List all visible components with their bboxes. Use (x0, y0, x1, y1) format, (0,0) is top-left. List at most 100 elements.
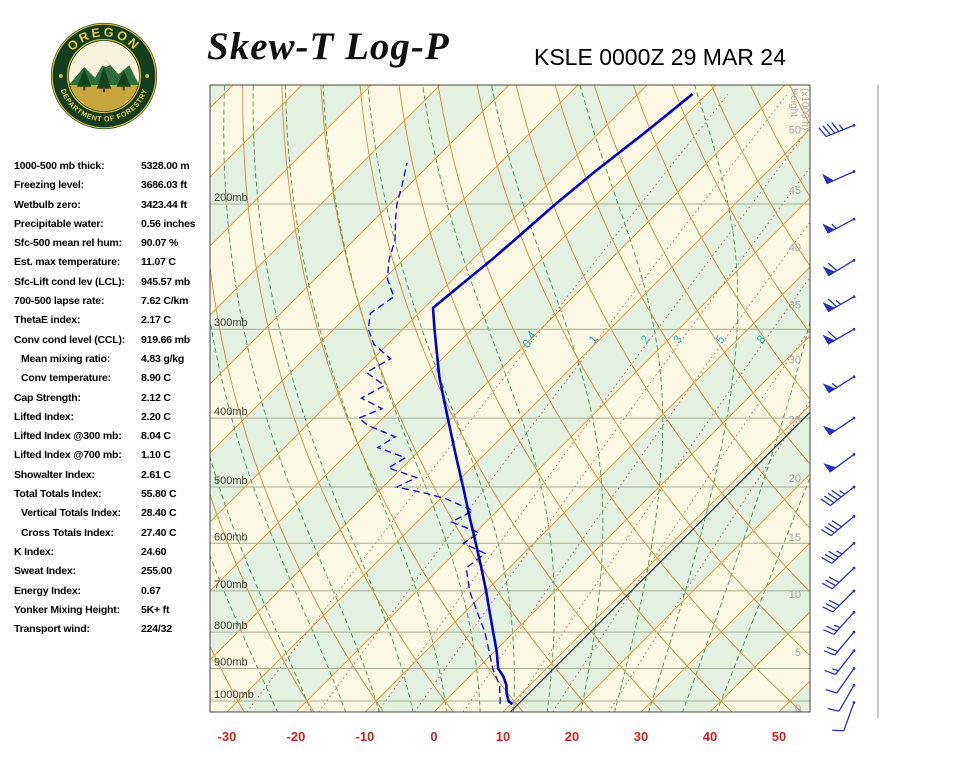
index-label: 700-500 lapse rate: (14, 295, 105, 308)
index-value: 27.40 C (141, 526, 177, 539)
svg-text:5: 5 (714, 334, 728, 346)
wind-barb (824, 649, 856, 676)
index-label: Conv temperature: (21, 372, 111, 385)
svg-text:500mb: 500mb (214, 475, 248, 487)
svg-text:-20: -20 (287, 729, 306, 744)
index-value: 8.04 C (141, 430, 171, 443)
wind-barbs (818, 122, 856, 732)
index-value: 3686.03 ft (141, 179, 187, 192)
index-value: 945.57 mb (141, 275, 190, 288)
index-value: 1.10 C (141, 449, 171, 462)
index-label: Freezing level: (14, 179, 84, 192)
svg-text:800mb: 800mb (214, 620, 248, 632)
index-label: Vertical Totals Index: (21, 507, 121, 520)
svg-text:900mb: 900mb (214, 656, 248, 668)
svg-text:25: 25 (789, 415, 801, 427)
index-label: 1000-500 mb thick: (14, 160, 105, 172)
index-value: 8.90 C (141, 372, 171, 385)
wind-barb (822, 295, 856, 313)
index-value: 55.80 C (141, 488, 177, 501)
index-label: Lifted Index: (14, 410, 74, 423)
svg-text:40: 40 (789, 242, 801, 254)
wind-barb (822, 589, 856, 613)
index-row: K Index: 24.60 (14, 546, 214, 565)
page-title: Skew-T Log-P (207, 25, 450, 68)
index-value: 919.66 mb (141, 333, 190, 346)
svg-text:5: 5 (795, 647, 801, 659)
svg-text:20: 20 (565, 729, 579, 744)
wind-barb (823, 610, 856, 636)
svg-text:1000mb: 1000mb (214, 689, 254, 701)
index-row: Conv temperature: 8.90 C (14, 372, 214, 391)
index-label: Sweat Index: (14, 565, 76, 578)
index-value: 2.12 C (141, 391, 171, 404)
index-row: Sfc-500 mean rel hum: 90.07 % (14, 237, 214, 256)
index-label: Showalter Index: (14, 468, 95, 481)
index-value: 4.83 g/kg (141, 352, 185, 365)
logo-gold-ring-outer (51, 23, 157, 129)
index-label: K Index: (14, 545, 54, 558)
index-value: 224/32 (141, 623, 172, 636)
index-value: 5K+ ft (141, 603, 170, 616)
temperature-trace (431, 92, 694, 706)
index-label: Cross Totals Index: (21, 526, 114, 539)
indices-panel: 1000-500 mb thick: 5328.00 m Freezing leve… (14, 160, 214, 642)
svg-text:(x1000 ft): (x1000 ft) (799, 88, 810, 130)
background-grid (210, 85, 810, 712)
height-axis-labels: 0 5 10 15 20 25 30 35 40 45 50 Height (x1000 ft) (788, 88, 810, 715)
svg-text:10: 10 (789, 589, 801, 601)
svg-text:700mb: 700mb (214, 579, 248, 591)
index-row: Wetbulb zero: 3423.44 ft (14, 199, 214, 218)
index-row: Sweat Index: 255.00 (14, 565, 214, 584)
index-label: Precipitable water: (14, 217, 104, 230)
index-label: Total Totals Index: (14, 488, 102, 501)
index-label: Transport wind: (14, 623, 90, 636)
index-row: Est. max temperature: 11.07 C (14, 256, 214, 275)
index-value: 3423.44 ft (141, 198, 187, 211)
svg-text:15: 15 (789, 532, 801, 544)
index-row: Cap Strength: 2.12 C (14, 392, 214, 411)
wind-barb (827, 683, 856, 712)
svg-text:400mb: 400mb (214, 406, 248, 418)
logo-gold-ring-inner (66, 38, 142, 114)
station-datetime-label: KSLE 0000Z 29 MAR 24 (534, 44, 786, 70)
sounding-traces (357, 92, 694, 706)
index-row: Cross Totals Index: 27.40 C (14, 527, 214, 546)
dewpoint-trace (357, 162, 501, 705)
index-value: 90.07 % (141, 237, 179, 250)
svg-text:8: 8 (755, 334, 769, 346)
odf-logo: OREGON DEPARTMENT OF FORESTRY (50, 22, 158, 130)
svg-text:1: 1 (587, 334, 601, 345)
wind-barb (820, 485, 856, 506)
wind-barb (823, 453, 856, 473)
index-label: Conv cond level (CCL): (14, 333, 126, 346)
index-label: Cap Strength: (14, 391, 81, 404)
pressure-axis-labels: 200mb 300mb 400mb 500mb 600mb 700mb 800mb 900mb… (214, 192, 254, 701)
svg-text:Height: Height (788, 88, 799, 117)
temperature-axis-labels: -30 -20 -10 0 10 20 30 40 50 (218, 729, 787, 744)
index-row: Transport wind: 224/32 (14, 623, 214, 642)
index-row: Energy Index: 0.67 (14, 585, 214, 604)
logo-side-dot-right (145, 74, 150, 78)
index-label: ThetaE index: (14, 314, 81, 327)
svg-text:600mb: 600mb (214, 531, 248, 543)
chart-border (209, 84, 811, 713)
index-row: 1000-500 mb thick: 5328.00 m (14, 160, 214, 179)
index-value: 28.40 C (141, 507, 177, 520)
svg-text:40: 40 (703, 729, 717, 744)
wind-barb (822, 217, 856, 234)
index-row: Lifted Index: 2.20 C (14, 411, 214, 430)
svg-text:10: 10 (496, 729, 510, 744)
index-label: Energy Index: (14, 584, 81, 597)
index-row: Lifted Index @700 mb: 1.10 C (14, 449, 214, 468)
index-value: 24.60 (141, 545, 167, 558)
wind-barb (832, 701, 856, 732)
svg-text:0: 0 (430, 729, 437, 744)
svg-text:50: 50 (789, 124, 801, 136)
wind-barb (821, 566, 856, 590)
svg-text:200mb: 200mb (214, 192, 248, 204)
svg-text:35: 35 (789, 300, 801, 312)
index-row: Conv cond level (CCL): 919.66 mb (14, 334, 214, 353)
index-label: Sfc-Lift cond lev (LCL): (14, 275, 125, 288)
